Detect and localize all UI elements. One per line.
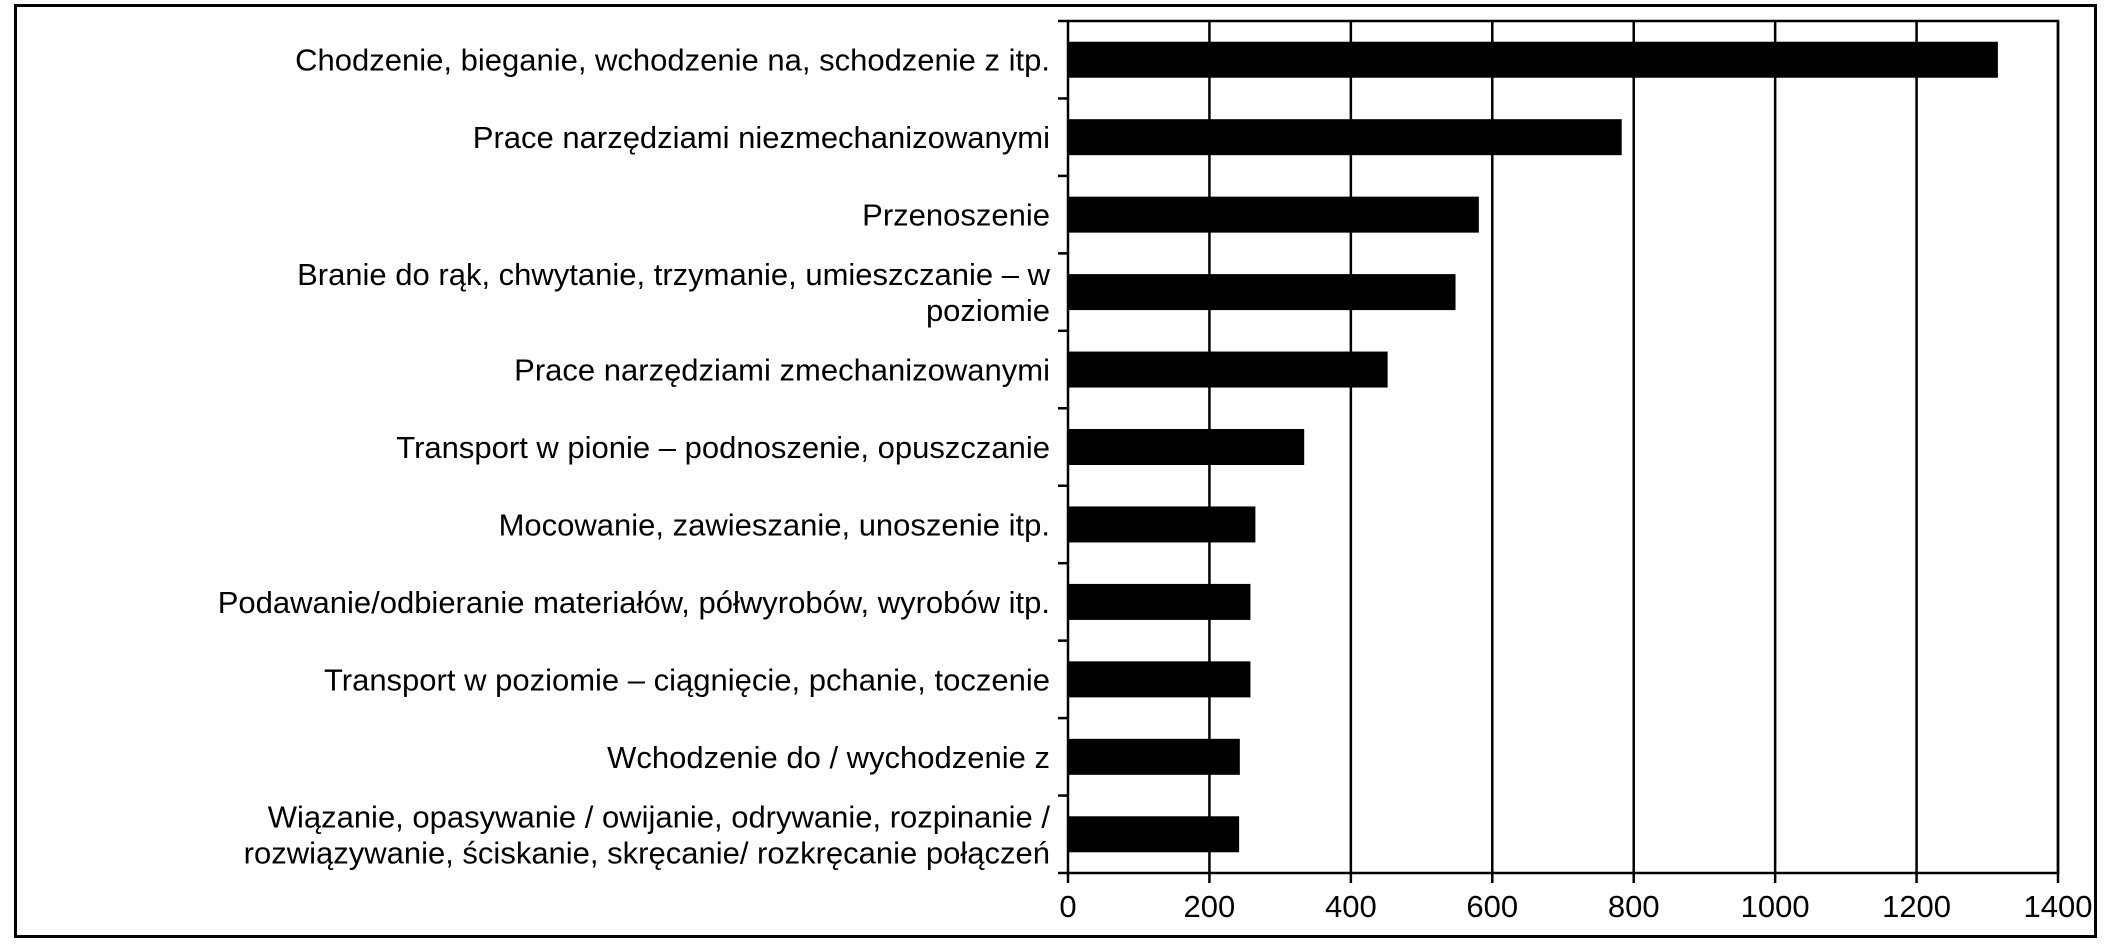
category-label: Branie do rąk, chwytanie, trzymanie, umi… xyxy=(297,257,1051,328)
category-label: Podawanie/odbieranie materiałów, półwyro… xyxy=(218,585,1050,620)
bar xyxy=(1068,661,1251,698)
category-label: Transport w poziomie – ciągnięcie, pchan… xyxy=(324,662,1050,697)
bar-chart: 0 200 400 600 800 1000 1200 1400 Chodzenie, bieg… xyxy=(218,19,2093,924)
category-label: Wiązanie, opasywanie / owijanie, odrywan… xyxy=(244,799,1051,870)
x-tick-label: 800 xyxy=(1608,889,1660,924)
category-label: Prace narzędziami niezmechanizowanymi xyxy=(473,120,1050,155)
category-label: Chodzenie, bieganie, wchodzenie na, scho… xyxy=(295,43,1050,78)
category-label: Mocowanie, zawieszanie, unoszenie itp. xyxy=(499,507,1050,542)
bar xyxy=(1068,196,1479,233)
bar xyxy=(1068,583,1251,620)
category-label: Prace narzędziami zmechanizowanymi xyxy=(514,353,1050,388)
bar xyxy=(1068,119,1622,156)
x-tick-label: 1000 xyxy=(1741,889,1810,924)
category-label: Przenoszenie xyxy=(862,198,1050,233)
x-tick-label: 400 xyxy=(1325,889,1377,924)
bar xyxy=(1068,506,1256,543)
chart-frame: 0 200 400 600 800 1000 1200 1400 Chodzenie, bieg… xyxy=(14,4,2097,938)
bar xyxy=(1068,429,1305,465)
bar xyxy=(1068,351,1388,388)
x-tick-label: 1200 xyxy=(1882,889,1951,924)
bar xyxy=(1068,274,1456,311)
category-label: Transport w pionie – podnoszenie, opuszc… xyxy=(396,430,1050,465)
bar xyxy=(1068,738,1240,775)
x-tick-label: 1400 xyxy=(2024,889,2093,924)
x-tick-label: 600 xyxy=(1466,889,1518,924)
x-tick-label: 200 xyxy=(1184,889,1236,924)
x-tick-label: 0 xyxy=(1059,889,1076,924)
category-label: Wchodzenie do / wychodzenie z xyxy=(607,740,1050,775)
bar xyxy=(1068,41,1998,78)
bar xyxy=(1068,816,1240,853)
